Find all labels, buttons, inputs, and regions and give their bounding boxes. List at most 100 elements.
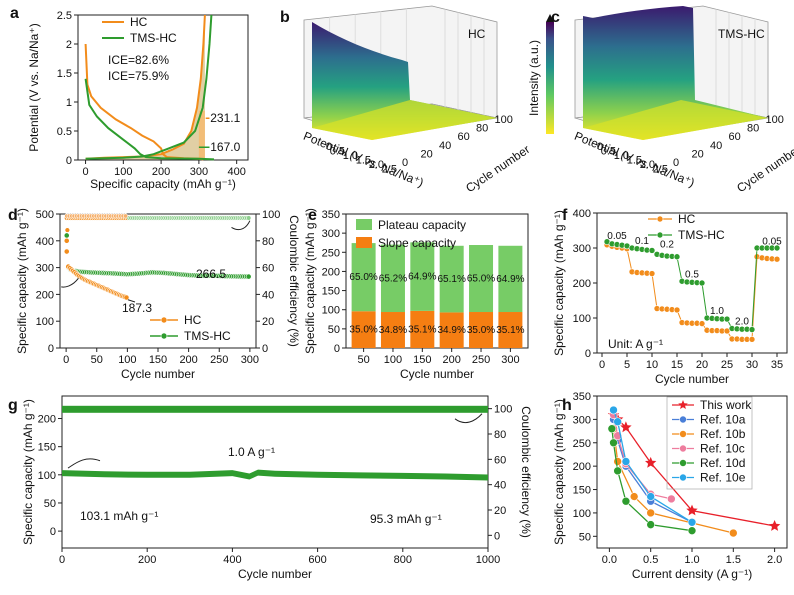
annotation-arrow <box>127 299 136 303</box>
surface-c <box>583 6 768 140</box>
tms-hc-rate-point <box>673 253 681 261</box>
legend-slope-label: Slope capacity <box>378 236 456 250</box>
annotation-arrow <box>67 458 101 469</box>
colorbar-b <box>546 22 554 134</box>
y-tick-label: 80 <box>747 123 759 135</box>
x-axis-label: Cycle number <box>121 367 195 381</box>
y-tick-label: 150 <box>573 485 591 497</box>
x-tick-label: 100 <box>384 354 402 366</box>
legend-tms-hc-label: TMS-HC <box>184 329 231 343</box>
x-tick-label: 0 <box>82 166 88 178</box>
tms-hc-rate-point <box>773 244 781 252</box>
y-axis-label: Potential (V vs. Na/Na⁺) <box>27 23 41 151</box>
colorbar-label: Intensity (a.u.) <box>527 40 541 116</box>
y-tick-label: 80 <box>476 123 488 135</box>
ref-point <box>687 517 697 527</box>
ref-point <box>621 496 631 506</box>
y-tick-label: 400 <box>573 208 591 220</box>
legend-frame <box>666 396 753 490</box>
y-tick-label: 50 <box>328 324 340 336</box>
y-tick-label: 2.5 <box>57 10 72 22</box>
y2-tick-label: 80 <box>262 236 274 248</box>
x-axis-label: Cycle number <box>238 567 312 581</box>
tms-hc-capacity-label: 167.0 <box>210 140 240 154</box>
hc-plateau-fill <box>198 110 205 160</box>
x-tick-label: 2.5 <box>382 164 397 176</box>
x-tick-label: 35 <box>771 359 783 371</box>
y-tick-label: 150 <box>322 286 340 298</box>
series-line <box>606 241 777 331</box>
y-tick-label: 300 <box>573 414 591 426</box>
x-tick-label: 250 <box>210 354 228 366</box>
y-tick-label: 100 <box>766 114 784 126</box>
bar-slope <box>498 312 523 348</box>
y-tick-label: 200 <box>573 278 591 290</box>
bar-slope-percent: 35.0% <box>349 325 377 336</box>
legend-tms-hc-label: TMS-HC <box>678 228 725 242</box>
y-tick-label: 60 <box>729 131 741 143</box>
x-tick-label: 0.5 <box>643 554 658 566</box>
bar-slope <box>380 312 405 348</box>
y-tick-label: 1 <box>66 97 72 109</box>
ref-point <box>609 405 618 415</box>
ce-axis-arrow <box>231 220 251 231</box>
x-tick-label: 600 <box>308 554 326 566</box>
y-tick-label: 250 <box>322 247 340 259</box>
tms-hc-rate-point <box>723 315 731 323</box>
x-tick-label: 200 <box>179 354 197 366</box>
x-tick-label: 0 <box>326 141 332 153</box>
legend-label: Ref. 10e <box>700 471 746 485</box>
y-axis-label: Specific capacity (mAh g⁻¹) <box>15 208 29 354</box>
bar-plateau <box>351 243 376 312</box>
y-tick-label: 500 <box>36 209 54 221</box>
bar-plateau <box>469 245 494 313</box>
y2-tick-label: 60 <box>494 454 506 466</box>
tms-hc-rate-point <box>748 326 756 333</box>
bar-plateau-percent: 65.2% <box>379 273 407 284</box>
x-axis-label: Specific capacity (mAh g⁻¹) <box>90 177 236 191</box>
ce-band <box>62 405 488 413</box>
this-work-point <box>620 421 632 433</box>
bar-slope <box>469 312 494 348</box>
bar-plateau-percent: 65.0% <box>349 272 377 283</box>
x-tick-label: 1.0 <box>343 150 358 162</box>
ref-point <box>613 466 622 476</box>
surface-floor-c <box>583 100 768 140</box>
x-tick-label: 2.5 <box>653 164 668 176</box>
legend-tms-hc-label: TMS-HC <box>130 31 177 45</box>
x-tick-label: 200 <box>138 554 156 566</box>
legend-label: This work <box>700 398 752 412</box>
y-tick-label: 20 <box>421 148 433 160</box>
tms-hc-rate-point <box>698 279 706 287</box>
x-tick-label: 400 <box>227 166 245 178</box>
x-tick-label: 250 <box>472 354 490 366</box>
rate-label: 1.0 <box>710 306 724 317</box>
rate-label: 0.2 <box>660 239 674 250</box>
ce-point <box>123 213 129 219</box>
legend-marker <box>679 473 687 482</box>
x-tick-label: 0 <box>599 359 605 371</box>
y-axis-label: Specific capacity (mAh g⁻¹) <box>552 210 566 356</box>
x-tick-label: 1000 <box>476 554 500 566</box>
ice-hc-label: ICE=75.9% <box>108 69 169 83</box>
y2-tick-label: 60 <box>262 263 274 275</box>
legend-hc-label: HC <box>130 15 148 29</box>
ref-point <box>646 520 655 529</box>
legend-hc-label: HC <box>678 212 696 226</box>
x-axis-label: Cycle number <box>655 372 729 386</box>
y-tick-label: 250 <box>573 438 591 450</box>
bar-slope <box>351 311 376 348</box>
hc-capacity-point <box>123 294 130 301</box>
ce-point <box>63 237 70 244</box>
y-tick-label: 100 <box>573 508 591 520</box>
y-tick-label: 100 <box>38 470 56 482</box>
x-tick-label: 0.5 <box>330 146 345 158</box>
final-capacity-label: 95.3 mAh g⁻¹ <box>370 512 442 526</box>
y-tick-label: 40 <box>710 140 722 152</box>
ref-point <box>613 417 622 427</box>
bar-plateau-percent: 64.9% <box>496 274 524 285</box>
bar-slope-percent: 35.1% <box>496 325 524 336</box>
legend-label: Ref. 10a <box>700 413 746 427</box>
x-tick-label: 200 <box>152 166 170 178</box>
rate-label: 0.05 <box>607 231 627 242</box>
